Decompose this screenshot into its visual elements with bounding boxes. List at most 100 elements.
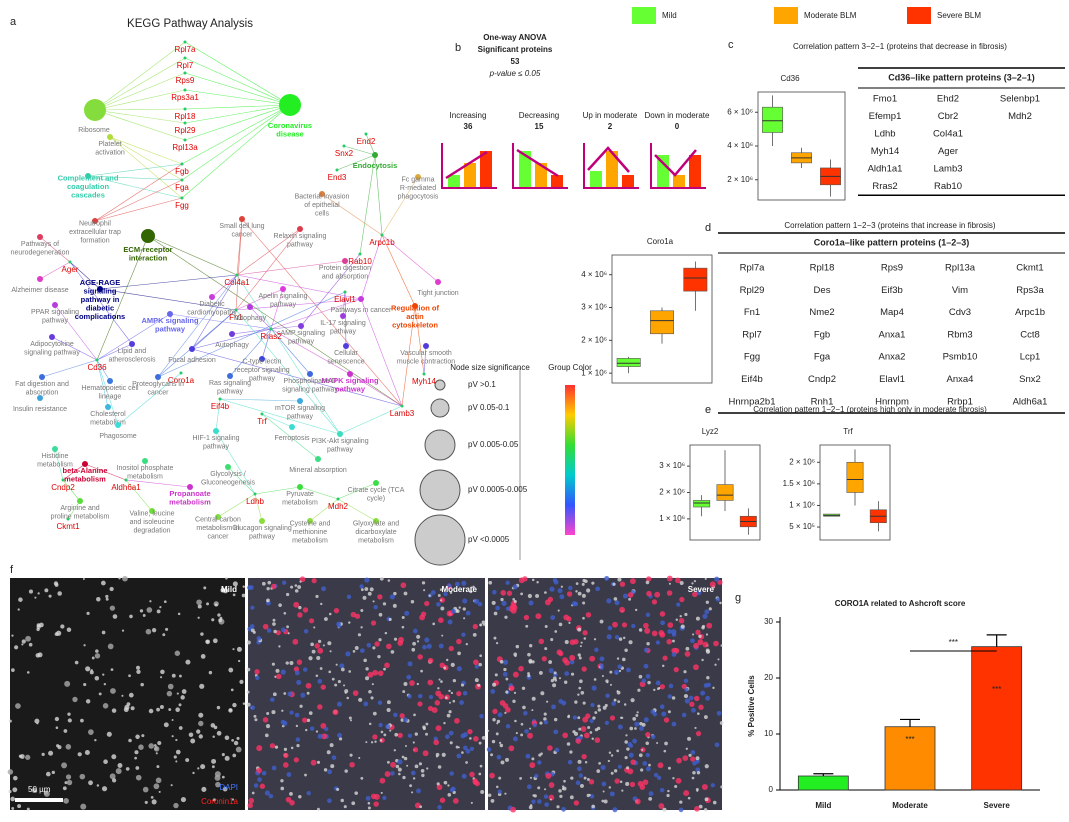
cell [175, 738, 178, 742]
network-node [337, 431, 343, 437]
cell [370, 741, 374, 744]
network-edge [414, 305, 425, 375]
cell [628, 752, 634, 758]
cell [438, 617, 444, 624]
cell [661, 711, 667, 717]
cell [653, 772, 659, 778]
cell [255, 675, 260, 681]
cell [327, 798, 332, 804]
cell [98, 692, 102, 696]
cell [626, 747, 630, 751]
cell [648, 791, 654, 797]
cell [634, 727, 637, 730]
cell [701, 626, 705, 630]
cell [346, 696, 349, 700]
cell [66, 627, 72, 632]
cell [713, 640, 719, 647]
cell [316, 807, 320, 811]
table-cell: Rpl18 [810, 263, 835, 274]
cell [330, 764, 335, 769]
cell [348, 621, 351, 624]
y-tick-label: 30 [764, 617, 773, 626]
cell [617, 764, 623, 769]
cell [320, 602, 323, 606]
network-edge [299, 486, 339, 500]
cell [529, 644, 533, 648]
cell [438, 643, 444, 649]
network-node [358, 296, 364, 302]
size-legend-label: pV 0.0005-0.005 [468, 485, 528, 494]
cell [432, 622, 436, 626]
cell [109, 605, 116, 611]
cell [529, 776, 533, 779]
cell [659, 704, 665, 710]
cell [11, 807, 15, 810]
cell [253, 783, 259, 788]
cell [687, 736, 692, 741]
cell [594, 737, 601, 743]
cell [327, 641, 332, 646]
cell [286, 625, 289, 629]
cell [632, 717, 637, 721]
cell [645, 731, 651, 738]
cell [581, 582, 585, 586]
cell [95, 649, 99, 653]
cell [712, 686, 715, 690]
pathway-label: Ras signaling pathway [209, 380, 251, 396]
cell [656, 741, 659, 745]
cell [531, 709, 534, 712]
cell [41, 752, 45, 756]
cell [691, 776, 695, 780]
cell [493, 611, 498, 616]
cell [417, 693, 423, 699]
cell [166, 690, 173, 697]
pathway-label: AGE-RAGE signaling pathway in diabetic compl… [75, 278, 125, 321]
cell [212, 798, 216, 802]
cell [477, 601, 483, 607]
cell [414, 802, 421, 809]
network-edge [211, 274, 238, 298]
cell [548, 660, 553, 664]
cell [557, 609, 560, 612]
plot-title: Cd36 [780, 74, 800, 83]
icon-frame [441, 143, 497, 189]
cell [716, 710, 722, 716]
pathway-label: Coronavirus disease [268, 121, 312, 139]
cell [577, 716, 581, 720]
cell [266, 628, 272, 633]
cell [691, 707, 696, 713]
network-node [239, 216, 245, 222]
cell [197, 616, 200, 619]
cell [558, 651, 564, 657]
cell [548, 794, 555, 801]
network-node [167, 311, 173, 317]
cell [630, 759, 636, 765]
cell [720, 785, 724, 789]
network-node [37, 276, 43, 282]
cell [714, 742, 720, 748]
network-edge [125, 479, 191, 488]
pathway-label: Tight junction [417, 290, 458, 297]
network-node [227, 373, 233, 379]
legend-swatch [774, 7, 798, 24]
cell [518, 577, 525, 584]
cell [221, 775, 225, 779]
cell [692, 760, 697, 766]
cell [505, 677, 509, 681]
anova-count: 0 [675, 122, 680, 131]
network-node [115, 422, 121, 428]
cell [474, 678, 479, 683]
cell [463, 617, 466, 620]
network-edge [94, 57, 186, 111]
cell [704, 764, 709, 769]
cell [282, 720, 288, 726]
cell [717, 658, 720, 661]
cell [634, 798, 641, 805]
cell [579, 783, 584, 788]
y-tick-label: 1.5 × 10⁶ [783, 479, 815, 488]
network-node [61, 478, 65, 482]
cell [625, 781, 630, 787]
cell [155, 777, 162, 784]
network-node [343, 343, 349, 349]
cell [412, 747, 419, 753]
